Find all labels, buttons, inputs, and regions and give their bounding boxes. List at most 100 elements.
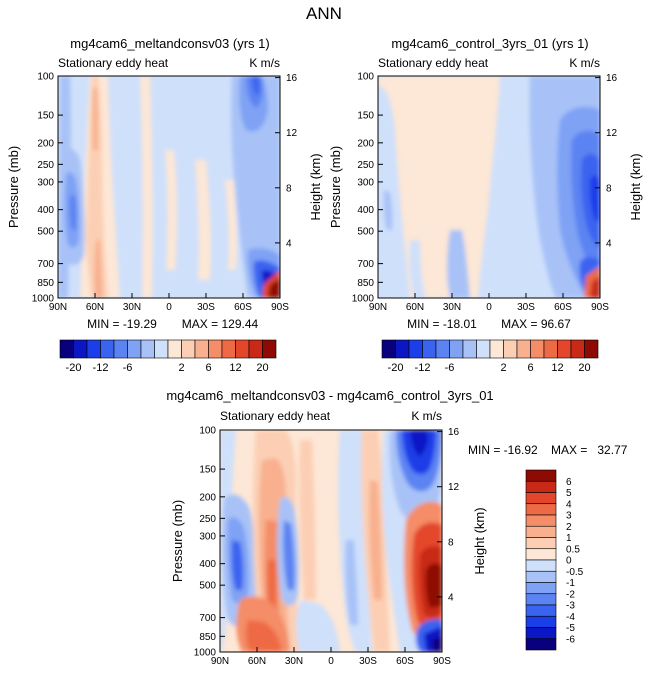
y-right-tick-label: 8 [286, 183, 292, 194]
panel-2-max: MAX = 96.67 [501, 317, 571, 331]
colorbar-swatch [408, 339, 423, 359]
colorbar-swatch [516, 339, 531, 359]
colorbar-swatch [525, 593, 557, 606]
x-tick-label: 30S [197, 302, 215, 313]
panel-3-ylabel: Pressure (mb) [170, 500, 185, 582]
panel-2-units: K m/s [569, 56, 600, 70]
panel-3-ylabel-right: Height (km) [472, 507, 487, 574]
colorbar-label: 20 [578, 362, 590, 374]
y-tick-label: 200 [199, 492, 216, 503]
y-right-tick-label: 4 [286, 238, 292, 249]
colorbar-swatch [525, 615, 557, 628]
colorbar-swatch [395, 339, 410, 359]
colorbar-label: 0.5 [566, 544, 580, 555]
y-tick-label: 100 [199, 426, 216, 437]
colorbar-label: 5 [566, 488, 572, 499]
y-tick-label: 300 [199, 531, 216, 542]
colorbar-panel-1: -20 -12 -6 2 6 12 20 [59, 339, 277, 374]
y-right-tick-label: 8 [448, 537, 454, 548]
panel-2-min: MIN = -18.01 [407, 317, 477, 331]
colorbar-label: -5 [566, 623, 575, 634]
y-tick-label: 250 [357, 160, 374, 171]
colorbar-swatch [525, 469, 557, 482]
colorbar-swatch [525, 537, 557, 550]
colorbar-label: 20 [256, 362, 268, 374]
colorbar-swatch [525, 582, 557, 595]
x-tick-label: 0 [486, 302, 492, 313]
panel-3-field [220, 430, 442, 652]
y-tick-label: 400 [37, 205, 54, 216]
colorbar-swatch [525, 570, 557, 583]
x-tick-label: 30S [359, 656, 377, 667]
colorbar-swatch [113, 339, 128, 359]
x-tick-label: 0 [328, 656, 334, 667]
colorbar-label: -0.5 [566, 567, 584, 578]
panel-2-ylabel: Pressure (mb) [328, 146, 343, 228]
panel-1-min: MIN = -19.29 [87, 317, 157, 331]
colorbar-swatch [489, 339, 504, 359]
colorbar-label: -6 [566, 634, 575, 645]
y-right-tick-label: 4 [448, 592, 454, 603]
y-right-tick-label: 8 [606, 183, 612, 194]
colorbar-swatch [194, 339, 209, 359]
x-tick-label: 60S [554, 302, 572, 313]
colorbar-swatch [100, 339, 115, 359]
colorbar-swatch [525, 627, 557, 640]
colorbar-swatch [543, 339, 558, 359]
y-tick-label: 500 [37, 227, 54, 238]
panel-2-axes: 90N 60N 30N 0 30S 60S 90S 100 150 200 250 300 400 500… [352, 72, 618, 314]
x-tick-label: 30S [517, 302, 535, 313]
colorbar-swatch [570, 339, 585, 359]
colorbar-label: -6 [445, 362, 455, 374]
colorbar-swatch [525, 514, 557, 527]
colorbar-swatch [167, 339, 182, 359]
colorbar-swatch [525, 525, 557, 538]
colorbar-swatch [154, 339, 169, 359]
colorbar-label: -12 [415, 362, 431, 374]
colorbar-label: 0 [566, 556, 572, 567]
panel-2: mg4cam6_control_3yrs_01 (yrs 1) Stationa… [328, 36, 643, 331]
x-tick-label: 90N [369, 302, 387, 313]
colorbar-label: 2 [500, 362, 506, 374]
y-tick-label: 400 [357, 205, 374, 216]
panel-1-field [58, 76, 280, 298]
y-tick-label: 700 [37, 259, 54, 270]
colorbar-swatch [449, 339, 464, 359]
panel-3-subtitle: Stationary eddy heat [220, 409, 331, 423]
panel-1-units: K m/s [249, 56, 280, 70]
y-tick-label: 100 [357, 72, 374, 83]
colorbar-swatch [462, 339, 477, 359]
y-tick-label: 200 [357, 138, 374, 149]
colorbar-swatch [525, 492, 557, 505]
x-tick-label: 90S [271, 302, 289, 313]
colorbar-label: -4 [566, 612, 575, 623]
panel-3-minmax: MIN = -16.92 MAX = 32.77 [468, 443, 628, 457]
colorbar-swatch [127, 339, 142, 359]
colorbar-swatch [557, 339, 572, 359]
y-right-tick-label: 12 [606, 128, 618, 139]
x-tick-label: 60N [248, 656, 266, 667]
colorbar-label: 12 [551, 362, 563, 374]
y-right-tick-label: 16 [448, 427, 460, 438]
colorbar-label: 2 [178, 362, 184, 374]
colorbar-swatch [525, 548, 557, 561]
colorbar-swatch [525, 559, 557, 572]
x-tick-label: 60N [86, 302, 104, 313]
colorbar-label: -3 [566, 601, 575, 612]
y-tick-label: 150 [357, 111, 374, 122]
colorbar-swatch [503, 339, 518, 359]
colorbar-label: 2 [566, 522, 572, 533]
colorbar-swatch [525, 604, 557, 617]
colorbar-swatch [140, 339, 155, 359]
y-tick-label: 500 [357, 227, 374, 238]
y-tick-label: 1000 [32, 294, 55, 305]
panel-2-title: mg4cam6_control_3yrs_01 (yrs 1) [391, 36, 588, 51]
y-tick-label: 250 [199, 514, 216, 525]
colorbar-label: -20 [388, 362, 404, 374]
y-tick-label: 150 [37, 111, 54, 122]
panel-2-subtitle: Stationary eddy heat [378, 56, 489, 70]
y-tick-label: 1000 [352, 294, 375, 305]
colorbar-swatch [476, 339, 491, 359]
colorbar-swatch [525, 638, 557, 651]
